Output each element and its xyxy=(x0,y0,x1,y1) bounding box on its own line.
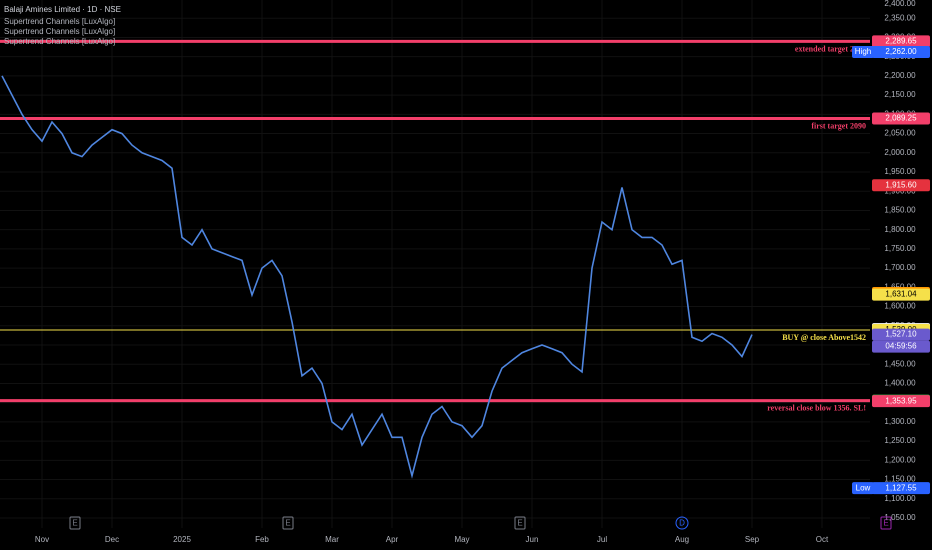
event-marker xyxy=(675,516,689,530)
y-tick-label: 1,850.00 xyxy=(884,206,916,215)
chart-title: Balaji Amines Limited · 1D · NSE xyxy=(4,5,121,14)
price-label-box xyxy=(872,395,930,408)
y-tick-label: 1,450.00 xyxy=(884,359,916,368)
event-label: E xyxy=(285,519,290,528)
y-tick-label: 1,250.00 xyxy=(884,436,916,445)
x-tick-label: May xyxy=(454,535,469,544)
y-tick-label: 1,400.00 xyxy=(884,379,916,388)
y-tick-label: 1,650.00 xyxy=(884,282,916,291)
event-marker xyxy=(880,516,892,530)
price-tag-box xyxy=(852,482,874,495)
y-tick-label: 1,300.00 xyxy=(884,417,916,426)
level-annotation: extended target 2300 xyxy=(795,44,866,53)
price-label: 2,089.25 xyxy=(885,114,917,123)
x-tick-label: Aug xyxy=(675,535,689,544)
event-marker xyxy=(282,516,294,530)
event-marker xyxy=(514,516,526,530)
indicator-label: Supertrend Channels [LuxAlgo] xyxy=(4,17,115,26)
x-tick-label: 2025 xyxy=(173,535,191,544)
y-tick-label: 1,200.00 xyxy=(884,455,916,464)
countdown: 04:59:56 xyxy=(885,342,917,351)
y-tick-label: 1,750.00 xyxy=(884,244,916,253)
x-tick-label: Feb xyxy=(255,535,269,544)
x-tick-label: Jul xyxy=(597,535,607,544)
x-tick-label: Apr xyxy=(386,535,399,544)
price-line xyxy=(1,75,753,479)
x-tick-label: Mar xyxy=(325,535,339,544)
indicator-label: Supertrend Channels [LuxAlgo] xyxy=(4,27,115,36)
y-tick-label: 1,050.00 xyxy=(884,513,916,522)
y-tick-label: 2,350.00 xyxy=(884,13,916,22)
countdown-box xyxy=(872,340,930,353)
y-tick-label: 2,150.00 xyxy=(884,90,916,99)
price-label: 1,527.10 xyxy=(885,330,917,339)
y-tick-label: 1,800.00 xyxy=(884,225,916,234)
y-tick-label: 2,200.00 xyxy=(884,71,916,80)
price-label-box xyxy=(872,35,930,48)
x-tick-label: Jun xyxy=(526,535,539,544)
x-tick-label: Dec xyxy=(105,535,119,544)
price-label-box xyxy=(872,288,930,301)
price-label-box xyxy=(872,328,930,341)
price-label: 2,262.00 xyxy=(885,47,917,56)
y-tick-label: 2,000.00 xyxy=(884,148,916,157)
event-label: E xyxy=(883,519,888,528)
y-tick-label: 2,050.00 xyxy=(884,129,916,138)
price-label: 1,631.04 xyxy=(885,290,917,299)
y-tick-label: 1,600.00 xyxy=(884,302,916,311)
price-label-box xyxy=(872,46,930,59)
price-tag-box xyxy=(852,46,874,59)
y-tick-label: 1,700.00 xyxy=(884,263,916,272)
y-tick-label: 1,100.00 xyxy=(884,494,916,503)
event-marker xyxy=(69,516,81,530)
price-label: 1,127.55 xyxy=(885,483,917,492)
event-label: D xyxy=(679,519,685,528)
price-label: 2,289.65 xyxy=(885,37,917,46)
level-annotation: first target 2090 xyxy=(811,121,866,130)
x-tick-label: Sep xyxy=(745,535,760,544)
event-label: E xyxy=(517,519,522,528)
level-annotation: BUY @ close Above1542 xyxy=(782,333,866,342)
price-label-box xyxy=(872,179,930,192)
y-tick-label: 1,950.00 xyxy=(884,167,916,176)
price-tag: Low xyxy=(856,483,871,492)
level-annotation: reversal close blow 1356. SL! xyxy=(767,404,866,413)
y-tick-label: 1,150.00 xyxy=(884,475,916,484)
y-tick-label: 2,400.00 xyxy=(884,0,916,8)
x-tick-label: Nov xyxy=(35,535,49,544)
price-tag: High xyxy=(855,47,871,56)
price-label-box xyxy=(872,112,930,125)
price-label: 1,915.60 xyxy=(885,180,917,189)
indicator-label: Supertrend Channels [LuxAlgo] xyxy=(4,37,115,46)
x-tick-label: Oct xyxy=(816,535,829,544)
price-label: 1,353.95 xyxy=(885,396,917,405)
event-label: E xyxy=(72,519,77,528)
price-label-box xyxy=(872,482,930,495)
